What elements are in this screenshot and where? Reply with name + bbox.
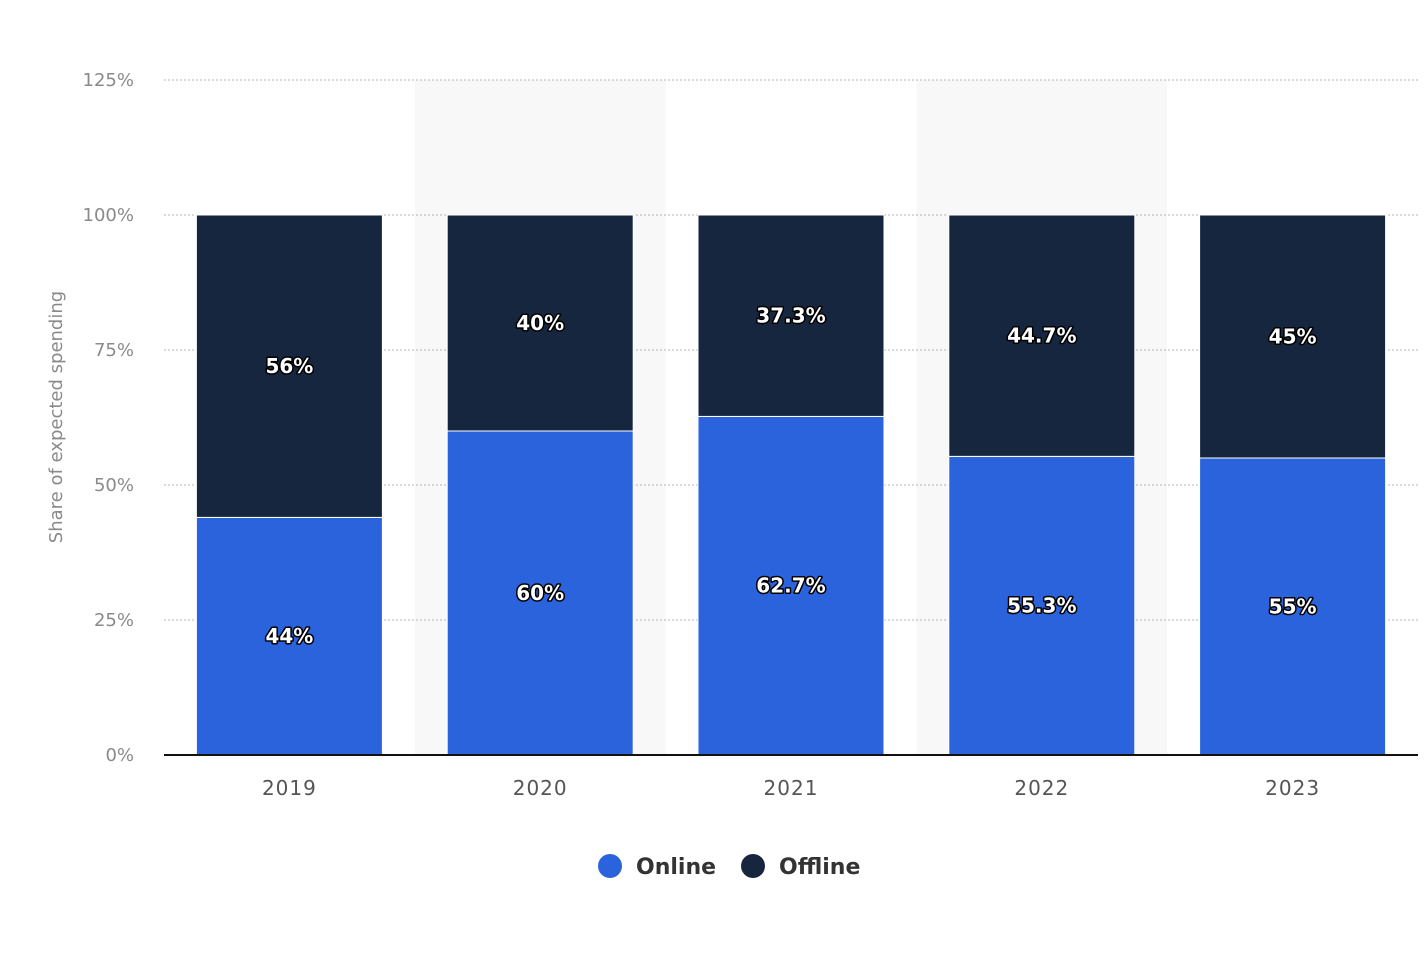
bars bbox=[195, 214, 1387, 756]
bar-online-2019[interactable] bbox=[195, 516, 383, 756]
y-tick-label: 100% bbox=[83, 205, 134, 226]
data-label-online-2020: 60% bbox=[516, 581, 564, 605]
data-label-offline-2022: 44.7% bbox=[1007, 324, 1076, 348]
y-tick-label: 125% bbox=[83, 70, 134, 91]
x-tick-label: 2020 bbox=[513, 776, 568, 800]
data-label-online-2019: 44% bbox=[265, 624, 313, 648]
x-tick-label: 2021 bbox=[764, 776, 819, 800]
legend-item-offline[interactable]: Offline bbox=[741, 854, 860, 880]
y-tick-label: 75% bbox=[94, 340, 134, 361]
bar-online-2021[interactable] bbox=[697, 415, 885, 756]
bar-offline-2020[interactable] bbox=[446, 214, 634, 432]
legend-label-offline: Offline bbox=[779, 855, 860, 880]
y-axis-title: Share of expected spending bbox=[46, 291, 67, 543]
bar-offline-2019[interactable] bbox=[195, 214, 383, 518]
data-label-offline-2023: 45% bbox=[1269, 325, 1317, 349]
y-axis-ticks: 0% 25% 50% 75% 100% 125% bbox=[83, 70, 134, 766]
data-label-online-2023: 55% bbox=[1269, 595, 1317, 619]
data-label-online-2021: 62.7% bbox=[756, 574, 825, 598]
legend-label-online: Online bbox=[636, 855, 716, 880]
y-tick-label: 25% bbox=[94, 610, 134, 631]
x-tick-label: 2019 bbox=[262, 776, 317, 800]
bar-offline-2022[interactable] bbox=[948, 214, 1136, 457]
data-label-offline-2021: 37.3% bbox=[756, 304, 825, 328]
bar-online-2023[interactable] bbox=[1199, 457, 1387, 756]
bar-offline-2021[interactable] bbox=[697, 214, 885, 417]
data-labels: 44% 56% 60% 40% 62.7% 37.3% 55.3% 44.7% 55% 45% bbox=[264, 302, 1318, 649]
legend-item-online[interactable]: Online bbox=[598, 854, 716, 880]
y-tick-label: 50% bbox=[94, 475, 134, 496]
legend[interactable]: Online Offline bbox=[598, 854, 860, 880]
data-label-offline-2020: 40% bbox=[516, 311, 564, 335]
x-axis-ticks: 2019 2020 2021 2022 2023 bbox=[262, 776, 1320, 800]
legend-marker-offline bbox=[741, 854, 765, 878]
legend-marker-online bbox=[598, 854, 622, 878]
data-label-offline-2019: 56% bbox=[265, 354, 313, 378]
y-tick-label: 0% bbox=[105, 745, 134, 766]
bar-online-2022[interactable] bbox=[948, 455, 1136, 756]
data-label-online-2022: 55.3% bbox=[1007, 594, 1076, 618]
x-tick-label: 2022 bbox=[1014, 776, 1069, 800]
x-tick-label: 2023 bbox=[1265, 776, 1320, 800]
bar-offline-2023[interactable] bbox=[1199, 214, 1387, 459]
